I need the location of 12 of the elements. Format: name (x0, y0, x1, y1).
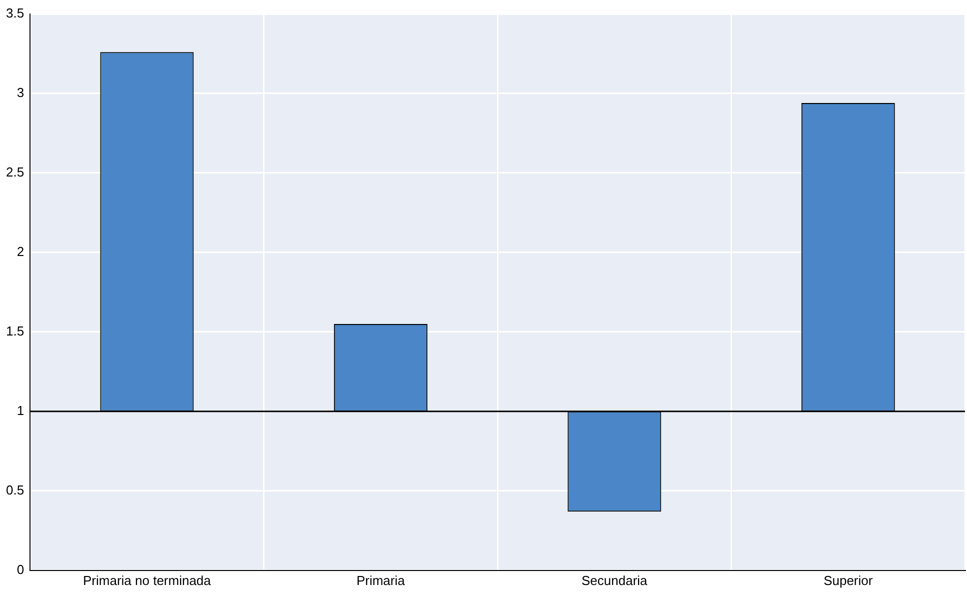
y-tick-label: 3 (16, 85, 24, 100)
y-tick-label: 1 (16, 403, 24, 418)
x-tick-label: Superior (824, 572, 874, 588)
x-tick-label: Primaria (356, 572, 406, 588)
y-tick-label: 1.5 (6, 324, 24, 339)
y-tick-label: 2 (16, 244, 24, 260)
x-tick-label: Primaria no terminada (82, 572, 212, 588)
y-tick-label: 2.5 (6, 164, 24, 180)
y-tick-label: 3.5 (6, 6, 24, 21)
y-tick-label: 0.5 (6, 482, 24, 498)
y-tick-label: 0 (16, 562, 24, 577)
x-tick-label: Secundaria (582, 572, 648, 588)
